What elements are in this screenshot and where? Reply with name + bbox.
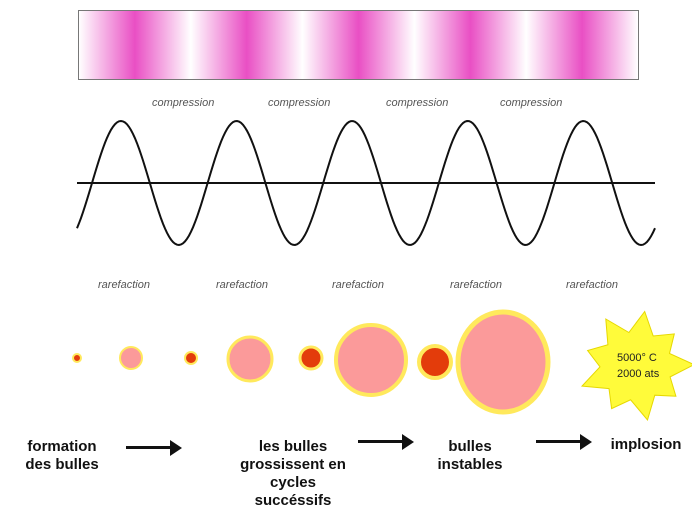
implosion-burst-icon — [580, 310, 692, 422]
sine-wave — [76, 119, 656, 247]
bubble-unstable — [455, 309, 551, 415]
bubble-small-compressed — [184, 351, 198, 365]
bubble-large-compressed — [417, 344, 453, 380]
stage-implosion-label: implosion — [610, 436, 682, 453]
stage-formation-label: formation des bulles — [25, 438, 99, 473]
arrow-right-icon — [358, 434, 414, 450]
rarefaction-label: rarefaction — [566, 279, 618, 291]
compression-label: compression — [500, 97, 562, 109]
rarefaction-label: rarefaction — [216, 279, 268, 291]
bubble-large — [334, 323, 408, 397]
compression-label: compression — [268, 97, 330, 109]
rarefaction-label: rarefaction — [98, 279, 150, 291]
compression-label: compression — [152, 97, 214, 109]
implosion-temperature: 5000° C — [617, 352, 657, 364]
implosion-pressure: 2000 ats — [617, 368, 660, 380]
compression-label: compression — [386, 97, 448, 109]
stage-unstable-label: bulles instables — [437, 438, 503, 473]
bubble-medium-compressed — [298, 345, 324, 371]
arrow-right-icon — [536, 434, 592, 450]
rarefaction-label: rarefaction — [332, 279, 384, 291]
pressure-gradient-band — [78, 10, 639, 80]
rarefaction-label: rarefaction — [450, 279, 502, 291]
bubble-small — [119, 346, 143, 370]
stage-growth-label: les bulles grossissent en cycles succéss… — [240, 438, 346, 509]
bubble-tiny — [72, 353, 82, 363]
bubble-medium — [226, 335, 274, 383]
arrow-right-icon — [126, 440, 182, 456]
